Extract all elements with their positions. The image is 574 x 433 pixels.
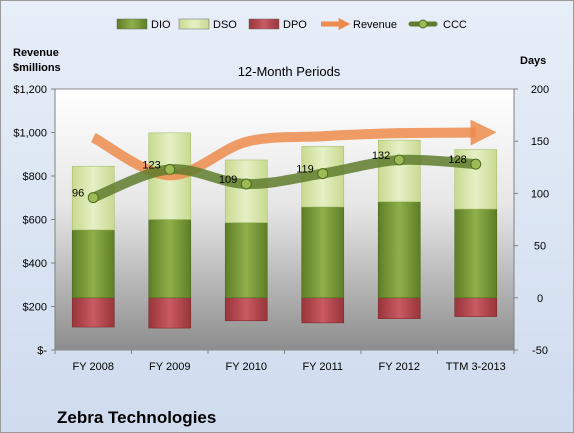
legend-label-dio: DIO <box>151 19 171 31</box>
bar-dio <box>148 219 192 299</box>
left-tick-label: $600 <box>23 215 47 227</box>
ccc-data-label: 109 <box>219 174 237 186</box>
bar-dpo <box>301 297 345 324</box>
right-tick-label: 100 <box>531 188 549 200</box>
right-tick-label: 200 <box>531 84 549 96</box>
bar-dpo <box>148 297 192 329</box>
legend-swatch-dpo <box>248 18 280 30</box>
ccc-point <box>470 158 482 170</box>
left-axis-title-line2: $millions <box>13 62 61 74</box>
chart-title: 12-Month Periods <box>238 64 341 79</box>
left-tick-label: $200 <box>23 302 47 314</box>
legend-label-dso: DSO <box>213 19 237 31</box>
legend-swatch-dso <box>178 18 210 30</box>
left-axis-title-line1: Revenue <box>13 47 59 59</box>
legend-label-ccc: CCC <box>443 19 467 31</box>
x-tick-label: FY 2012 <box>379 361 420 373</box>
data-labels-layer: 96 123 109 119 132 128 <box>72 150 467 200</box>
ccc-data-label: 119 <box>296 164 314 176</box>
legend-swatch-dio <box>116 18 148 30</box>
legend-label-dpo: DPO <box>283 19 307 31</box>
ccc-point <box>87 192 99 204</box>
ccc-point <box>240 178 252 190</box>
ccc-data-label: 123 <box>142 159 160 171</box>
left-tick-label: $1,000 <box>13 128 47 140</box>
bar-dso <box>224 159 268 223</box>
ccc-data-label: 132 <box>372 150 390 162</box>
left-axis: $- $200 $400 $600 $800 $1,000 $1,200 <box>13 84 56 357</box>
x-tick-label: TTM 3-2013 <box>446 361 506 373</box>
legend-ccc-marker <box>418 19 428 29</box>
bar-dio <box>454 208 498 299</box>
right-tick-label: 50 <box>534 241 546 253</box>
bar-dso <box>377 139 421 203</box>
right-axis: -50 0 50 100 150 200 <box>513 84 549 357</box>
bar-dpo <box>454 297 498 317</box>
legend: DIO DSO DPO Revenue CCC <box>116 17 467 31</box>
bar-dpo <box>377 297 421 319</box>
legend-label-revenue: Revenue <box>353 19 397 31</box>
x-axis: FY 2008 FY 2009 FY 2010 FY 2011 FY 2012 TTM 3… <box>54 350 515 373</box>
left-tick-label: $400 <box>23 258 47 270</box>
left-tick-label: $800 <box>23 171 47 183</box>
right-axis-title: Days <box>520 55 546 67</box>
left-tick-label: $1,200 <box>13 84 47 96</box>
x-tick-label: FY 2008 <box>73 361 114 373</box>
bar-dso <box>71 165 115 231</box>
bar-dpo <box>224 297 268 322</box>
x-tick-label: FY 2011 <box>302 361 343 373</box>
bar-dio <box>71 229 115 299</box>
right-tick-label: -50 <box>532 345 548 357</box>
left-tick-label: $- <box>37 345 47 357</box>
bar-dpo <box>71 297 115 328</box>
right-tick-label: 0 <box>537 293 543 305</box>
ccc-data-label: 96 <box>72 188 84 200</box>
x-tick-label: FY 2010 <box>226 361 267 373</box>
ccc-point <box>317 168 329 180</box>
bar-dio <box>377 201 421 299</box>
right-tick-label: 150 <box>531 136 549 148</box>
bar-dio <box>224 222 268 299</box>
ccc-point <box>164 163 176 175</box>
x-tick-label: FY 2009 <box>149 361 190 373</box>
ccc-data-label: 128 <box>448 154 466 166</box>
bar-dio <box>301 206 345 299</box>
ccc-point <box>393 154 405 166</box>
company-name: Zebra Technologies <box>57 408 216 427</box>
lines-layer <box>87 119 497 204</box>
